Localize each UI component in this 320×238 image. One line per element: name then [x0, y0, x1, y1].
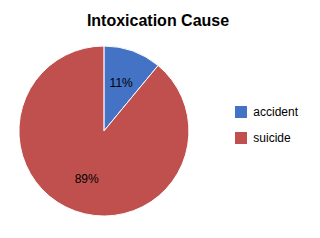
svg-text:89%: 89%	[75, 172, 99, 186]
html-text:accident: accident	[253, 105, 298, 119]
html-text:Intoxication Cause: Intoxication Cause	[86, 12, 230, 29]
svg-text:11%: 11%	[110, 76, 133, 90]
html-text:suicide: suicide	[253, 131, 291, 145]
